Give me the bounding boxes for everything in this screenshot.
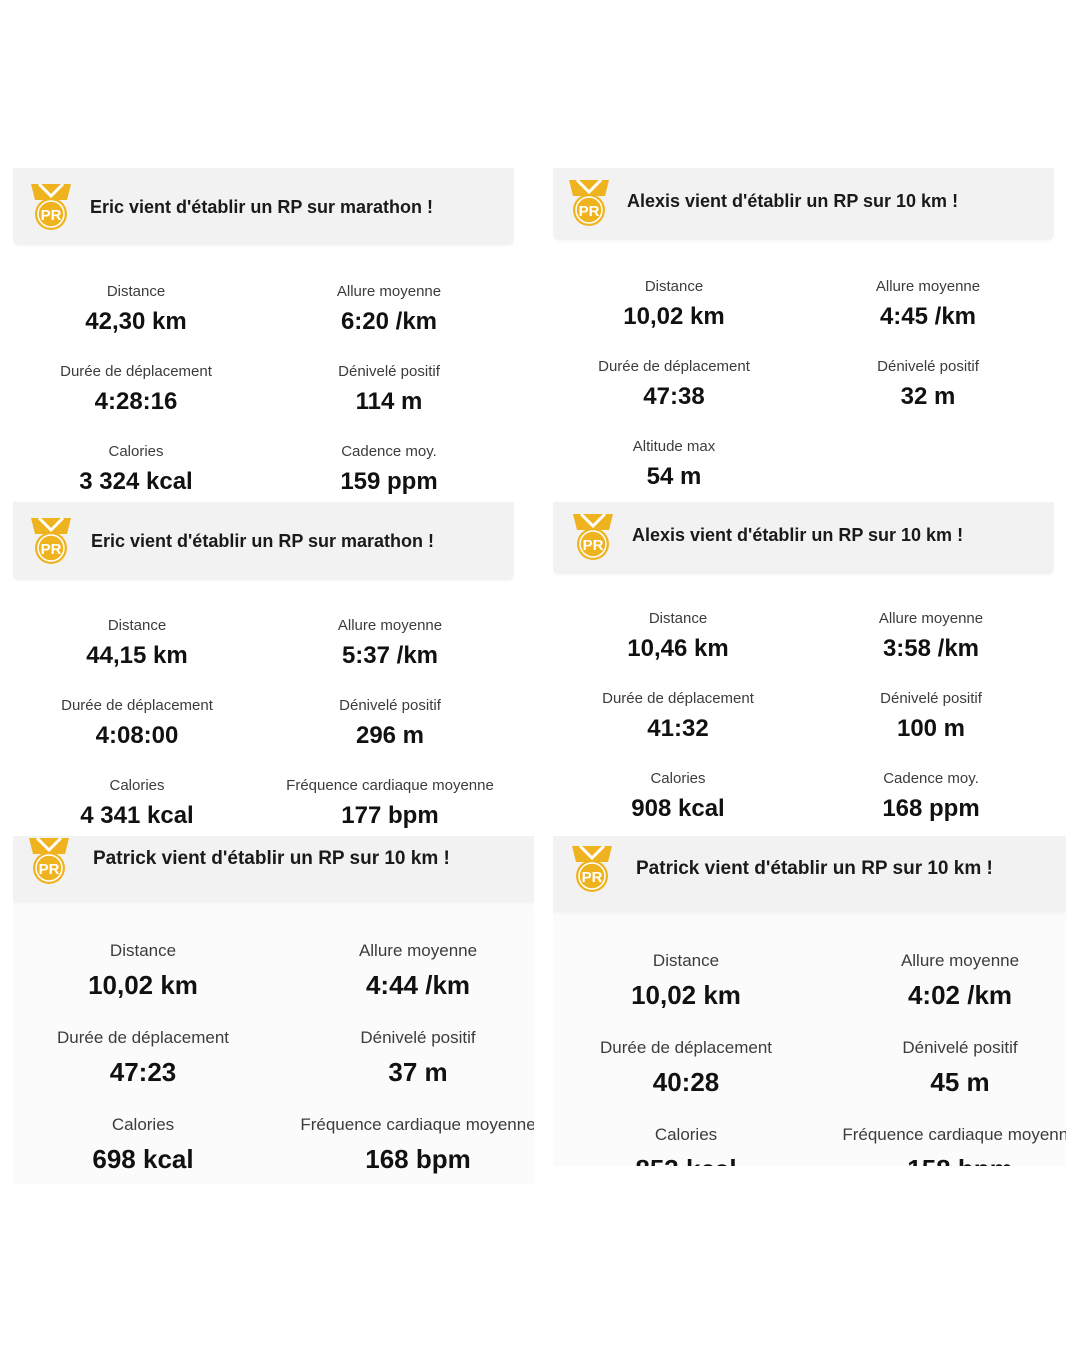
stat-cadence: Cadence moy. 159 ppm [340, 443, 438, 495]
stat-distance: Distance 42,30 km [85, 283, 187, 335]
svg-text:PR: PR [39, 861, 60, 878]
pr-medal-icon: PR [27, 516, 75, 566]
stat-moving-time: Durée de déplacement 4:28:16 [60, 363, 212, 415]
stat-elevation: Dénivelé positif 114 m [338, 363, 440, 415]
pr-headline: Patrick vient d'établir un RP sur 10 km … [93, 848, 450, 869]
stat-pace: Allure moyenne 5:37 /km [337, 617, 443, 669]
pr-card-patrick-2: PR Patrick vient d'établir un RP sur 10 … [553, 836, 1066, 1166]
stat-calories: Calories 698 kcal [92, 1115, 194, 1174]
pr-medal-icon: PR [569, 512, 617, 562]
pr-banner[interactable]: PR Alexis vient d'établir un RP sur 10 k… [553, 168, 1054, 240]
svg-text:PR: PR [579, 203, 600, 220]
pr-medal-icon: PR [25, 836, 73, 886]
stat-heart-rate: Fréquence cardiaque moyenne 168 bpm [300, 1115, 534, 1174]
pr-banner[interactable]: PR Eric vient d'établir un RP sur marath… [13, 502, 514, 580]
pr-banner[interactable]: PR Patrick vient d'établir un RP sur 10 … [553, 836, 1066, 912]
stat-elevation: Dénivelé positif 100 m [880, 690, 982, 742]
stat-distance: Distance 10,46 km [627, 610, 729, 662]
stat-calories: Calories 4 341 kcal [80, 777, 194, 829]
pr-banner[interactable]: PR Patrick vient d'établir un RP sur 10 … [13, 836, 534, 902]
stat-max-altitude: Altitude max 54 m [632, 438, 716, 490]
svg-text:PR: PR [41, 207, 62, 224]
stat-elevation: Dénivelé positif 32 m [877, 358, 979, 410]
stat-distance: Distance 44,15 km [86, 617, 188, 669]
stat-pace: Allure moyenne 4:02 /km [900, 951, 1020, 1010]
pr-banner[interactable]: PR Alexis vient d'établir un RP sur 10 k… [553, 502, 1054, 574]
stat-distance: Distance 10,02 km [631, 951, 741, 1010]
svg-text:PR: PR [583, 537, 604, 554]
svg-text:PR: PR [41, 541, 62, 558]
stat-pace: Allure moyenne 4:44 /km [358, 941, 478, 1000]
stat-calories: Calories 908 kcal [631, 770, 725, 822]
stat-moving-time: Durée de déplacement 47:38 [598, 358, 750, 410]
stat-heart-rate: Fréquence cardiaque moyenne 177 bpm [286, 777, 494, 829]
pr-headline: Eric vient d'établir un RP sur marathon … [91, 531, 435, 551]
svg-text:PR: PR [582, 869, 603, 886]
pr-card-eric-1: PR Eric vient d'établir un RP sur marath… [13, 168, 514, 500]
pr-headline: Eric vient d'établir un RP sur marathon … [90, 197, 434, 217]
stat-calories: Calories 3 324 kcal [79, 443, 193, 495]
stat-elevation: Dénivelé positif 296 m [339, 697, 441, 749]
stat-pace: Allure moyenne 4:45 /km [875, 278, 981, 330]
pr-medal-icon: PR [565, 178, 613, 228]
pr-card-alexis-1: PR Alexis vient d'établir un RP sur 10 k… [553, 168, 1054, 500]
pr-card-alexis-2: PR Alexis vient d'établir un RP sur 10 k… [553, 502, 1054, 834]
stat-moving-time: Durée de déplacement 4:08:00 [61, 697, 213, 749]
stat-cadence: Cadence moy. 168 ppm [882, 770, 980, 822]
stat-moving-time: Durée de déplacement 41:32 [602, 690, 754, 742]
pr-headline: Patrick vient d'établir un RP sur 10 km … [636, 858, 993, 879]
pr-card-patrick-1: PR Patrick vient d'établir un RP sur 10 … [13, 836, 534, 1184]
stat-pace: Allure moyenne 3:58 /km [878, 610, 984, 662]
stat-calories: Calories853 kcal [635, 1125, 736, 1166]
stat-pace: Allure moyenne 6:20 /km [336, 283, 442, 335]
stat-distance: Distance 10,02 km [623, 278, 725, 330]
pr-card-eric-2: PR Eric vient d'établir un RP sur marath… [13, 502, 514, 834]
pr-headline: Alexis vient d'établir un RP sur 10 km ! [632, 525, 964, 545]
stat-elevation: Dénivelé positif 37 m [360, 1028, 476, 1087]
pr-banner[interactable]: PR Eric vient d'établir un RP sur marath… [13, 168, 514, 245]
stat-moving-time: Durée de déplacement 47:23 [56, 1028, 230, 1087]
pr-headline: Alexis vient d'établir un RP sur 10 km ! [627, 191, 959, 211]
stat-moving-time: Durée de déplacement 40:28 [599, 1038, 773, 1097]
stat-distance: Distance 10,02 km [88, 941, 198, 1000]
pr-medal-icon: PR [27, 182, 75, 232]
stat-elevation: Dénivelé positif 45 m [902, 1038, 1018, 1097]
stat-heart-rate: Fréquence cardiaque moyenne158 bpm [842, 1125, 1066, 1166]
pr-medal-icon: PR [568, 844, 616, 894]
